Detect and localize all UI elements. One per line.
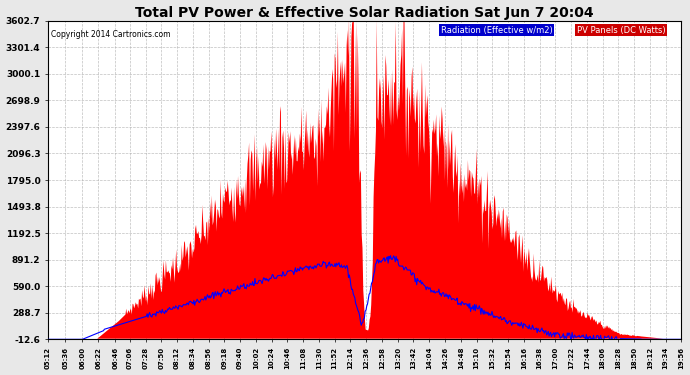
Text: Radiation (Effective w/m2): Radiation (Effective w/m2) [441,26,553,34]
Text: PV Panels (DC Watts): PV Panels (DC Watts) [577,26,666,34]
Text: Copyright 2014 Cartronics.com: Copyright 2014 Cartronics.com [51,30,170,39]
Title: Total PV Power & Effective Solar Radiation Sat Jun 7 20:04: Total PV Power & Effective Solar Radiati… [135,6,594,20]
